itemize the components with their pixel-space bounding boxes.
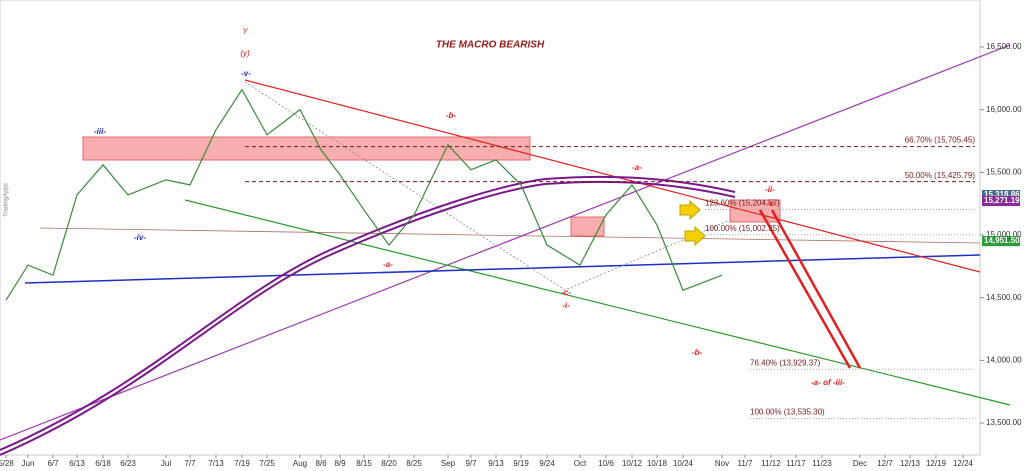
- x-tick-label: 5/28: [0, 459, 14, 468]
- watermark: TradingApps: [4, 183, 10, 217]
- x-tick-label: 7/7: [184, 459, 196, 468]
- x-tick-label: 12/19: [926, 459, 947, 468]
- x-tick-label: 12/7: [877, 459, 893, 468]
- x-tick-label: Aug: [293, 459, 307, 468]
- x-tick-label: 7/13: [208, 459, 224, 468]
- x-tick-label: 10/24: [673, 459, 694, 468]
- x-tick-label: Sep: [441, 459, 456, 468]
- fib-label: 100.00% (15,002.35): [705, 224, 780, 233]
- wave-label: -c-: [767, 199, 777, 208]
- x-tick-label: 6/13: [69, 459, 85, 468]
- trend-line: [184, 199, 1011, 406]
- x-tick-label: 12/13: [900, 459, 921, 468]
- moving-average: [0, 175, 736, 451]
- price-flag-label: 14,951.50: [984, 236, 1020, 245]
- x-tick-label: Dec: [853, 459, 867, 468]
- arrow-icon: [684, 225, 706, 247]
- x-tick-label: 6/18: [95, 459, 111, 468]
- arrow-icon: [679, 199, 701, 221]
- price-line: [5, 88, 723, 301]
- plot-area: [0, 0, 981, 456]
- projection: [770, 209, 862, 369]
- x-tick-label: 6/7: [47, 459, 59, 468]
- trend-line: [0, 44, 1011, 441]
- x-tick-label: 6/23: [120, 459, 136, 468]
- trend-line: [39, 227, 981, 244]
- fib-label: 76.40% (13,929.37): [750, 358, 821, 367]
- x-tick-label: 9/7: [465, 459, 477, 468]
- x-tick-label: 8/20: [381, 459, 397, 468]
- x-tick-label: 8/9: [334, 459, 346, 468]
- x-tick-label: Jul: [161, 459, 171, 468]
- fib-label: 100.00% (13,535.30): [750, 408, 825, 417]
- y-tick-label: 15,500.00: [986, 167, 1022, 176]
- y-tick-label: 14,000.00: [986, 355, 1022, 364]
- y-tick-label: 14,500.00: [986, 293, 1022, 302]
- price-flag: [982, 196, 1020, 207]
- fib-label: 50.00% (15,425.79): [905, 171, 976, 180]
- trend-line: [24, 254, 981, 284]
- wave-label: -iii-: [94, 127, 106, 136]
- wave-label: -i-: [562, 301, 570, 310]
- x-tick-label: 12/24: [953, 459, 974, 468]
- price-flag: [982, 190, 1020, 201]
- price-flag-label: 15,318.86: [984, 190, 1020, 199]
- wave-label: -v-: [241, 69, 251, 78]
- wave-label: -iv-: [134, 233, 146, 242]
- wave-label: -c-: [561, 288, 571, 297]
- price-flag: [982, 236, 1020, 247]
- price-flag-label: 15,271.19: [984, 196, 1020, 205]
- x-tick-label: 11/17: [786, 459, 806, 468]
- wave-label: -b-: [446, 111, 457, 120]
- wave-label: -a-: [383, 260, 393, 269]
- resistance-zone: [82, 136, 531, 161]
- x-tick-label: 7/25: [259, 459, 275, 468]
- x-tick-label: Nov: [715, 459, 729, 468]
- x-tick-label: 9/24: [539, 459, 555, 468]
- x-tick-label: 8/15: [356, 459, 372, 468]
- x-tick-label: 8/25: [406, 459, 422, 468]
- y-tick-label: 16,500.00: [986, 42, 1022, 51]
- wave-label: Y: [242, 27, 248, 36]
- x-tick-label: 8/6: [315, 459, 327, 468]
- x-tick-label: 11/12: [761, 459, 781, 468]
- x-tick-label: 9/13: [488, 459, 504, 468]
- x-tick-label: Jun: [22, 459, 35, 468]
- wave-label: (y): [240, 49, 250, 58]
- y-tick-label: 13,500.00: [986, 418, 1022, 427]
- x-tick-label: 10/18: [647, 459, 668, 468]
- chart-title: THE MACRO BEARISH: [436, 40, 545, 51]
- projection: [758, 209, 852, 369]
- wave-line: [244, 81, 731, 291]
- x-tick-label: 10/12: [622, 459, 643, 468]
- fib-label: 123.60% (15,204.57): [705, 198, 780, 207]
- wave-label: -a-: [632, 163, 642, 172]
- wave-label: -b-: [692, 348, 703, 357]
- y-tick-label: 16,000.00: [986, 105, 1022, 114]
- x-tick-label: 10/6: [598, 459, 614, 468]
- x-tick-label: 7/19: [234, 459, 250, 468]
- x-tick-label: 11/7: [738, 459, 754, 468]
- x-tick-label: 9/19: [513, 459, 529, 468]
- y-tick-label: 15,000.00: [986, 230, 1022, 239]
- x-tick-label: Oct: [574, 459, 587, 468]
- x-tick-label: 11/23: [812, 459, 832, 468]
- zone: [570, 216, 605, 237]
- wave-label: -ii-: [765, 185, 775, 194]
- wave-label: -a- of -iii-: [811, 378, 845, 387]
- moving-average: [0, 180, 736, 456]
- fib-label: 66.70% (15,705.45): [905, 136, 976, 145]
